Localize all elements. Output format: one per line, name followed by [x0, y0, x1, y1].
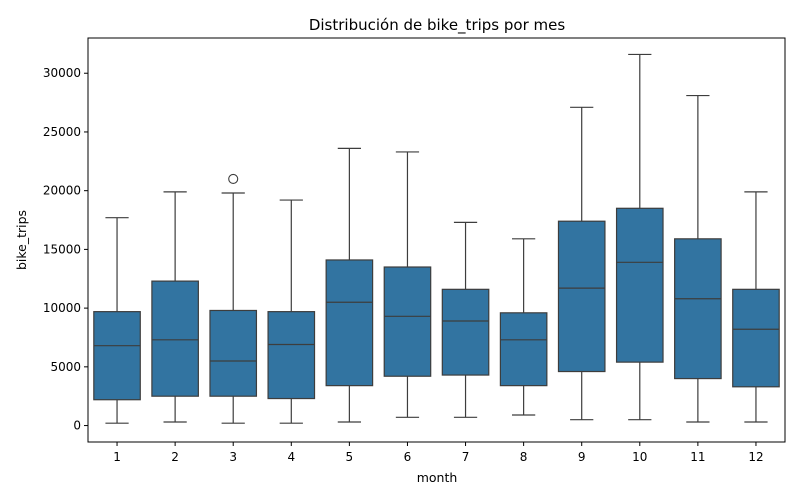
axes-frame: [87, 37, 786, 443]
box-month-12: [732, 288, 780, 388]
y-tick-label: 15000: [43, 242, 81, 256]
y-tick-label: 10000: [43, 301, 81, 315]
y-tick-label: 5000: [50, 360, 81, 374]
box-month-6: [383, 266, 432, 377]
x-tick-label: 7: [462, 450, 470, 464]
x-axis-label: month: [417, 470, 458, 485]
y-tick-label: 30000: [43, 66, 81, 80]
y-tick-label: 0: [73, 419, 81, 433]
y-tick-label: 25000: [43, 125, 81, 139]
x-tick-label: 8: [520, 450, 528, 464]
box-month-8: [499, 312, 548, 387]
x-tick-label: 2: [171, 450, 179, 464]
x-tick-label: 9: [578, 450, 586, 464]
outlier-point: [228, 173, 239, 184]
box-month-9: [557, 220, 606, 373]
x-tick-label: 5: [346, 450, 354, 464]
x-tick-label: 3: [229, 450, 237, 464]
box-month-1: [93, 311, 141, 401]
y-tick-label: 20000: [43, 184, 81, 198]
box-month-4: [267, 311, 316, 400]
box-month-7: [441, 288, 490, 376]
box-month-5: [325, 259, 374, 387]
box-month-11: [674, 238, 722, 380]
x-tick-label: 12: [748, 450, 763, 464]
x-tick-label: 11: [690, 450, 705, 464]
box-month-3: [209, 309, 258, 397]
chart-title: Distribución de bike_trips por mes: [309, 16, 566, 35]
x-tick-label: 10: [632, 450, 647, 464]
x-tick-label: 1: [113, 450, 121, 464]
box-month-10: [615, 207, 664, 363]
y-axis-label: bike_trips: [14, 210, 29, 270]
box-month-2: [151, 280, 199, 397]
x-tick-label: 4: [287, 450, 295, 464]
x-tick-label: 6: [404, 450, 412, 464]
